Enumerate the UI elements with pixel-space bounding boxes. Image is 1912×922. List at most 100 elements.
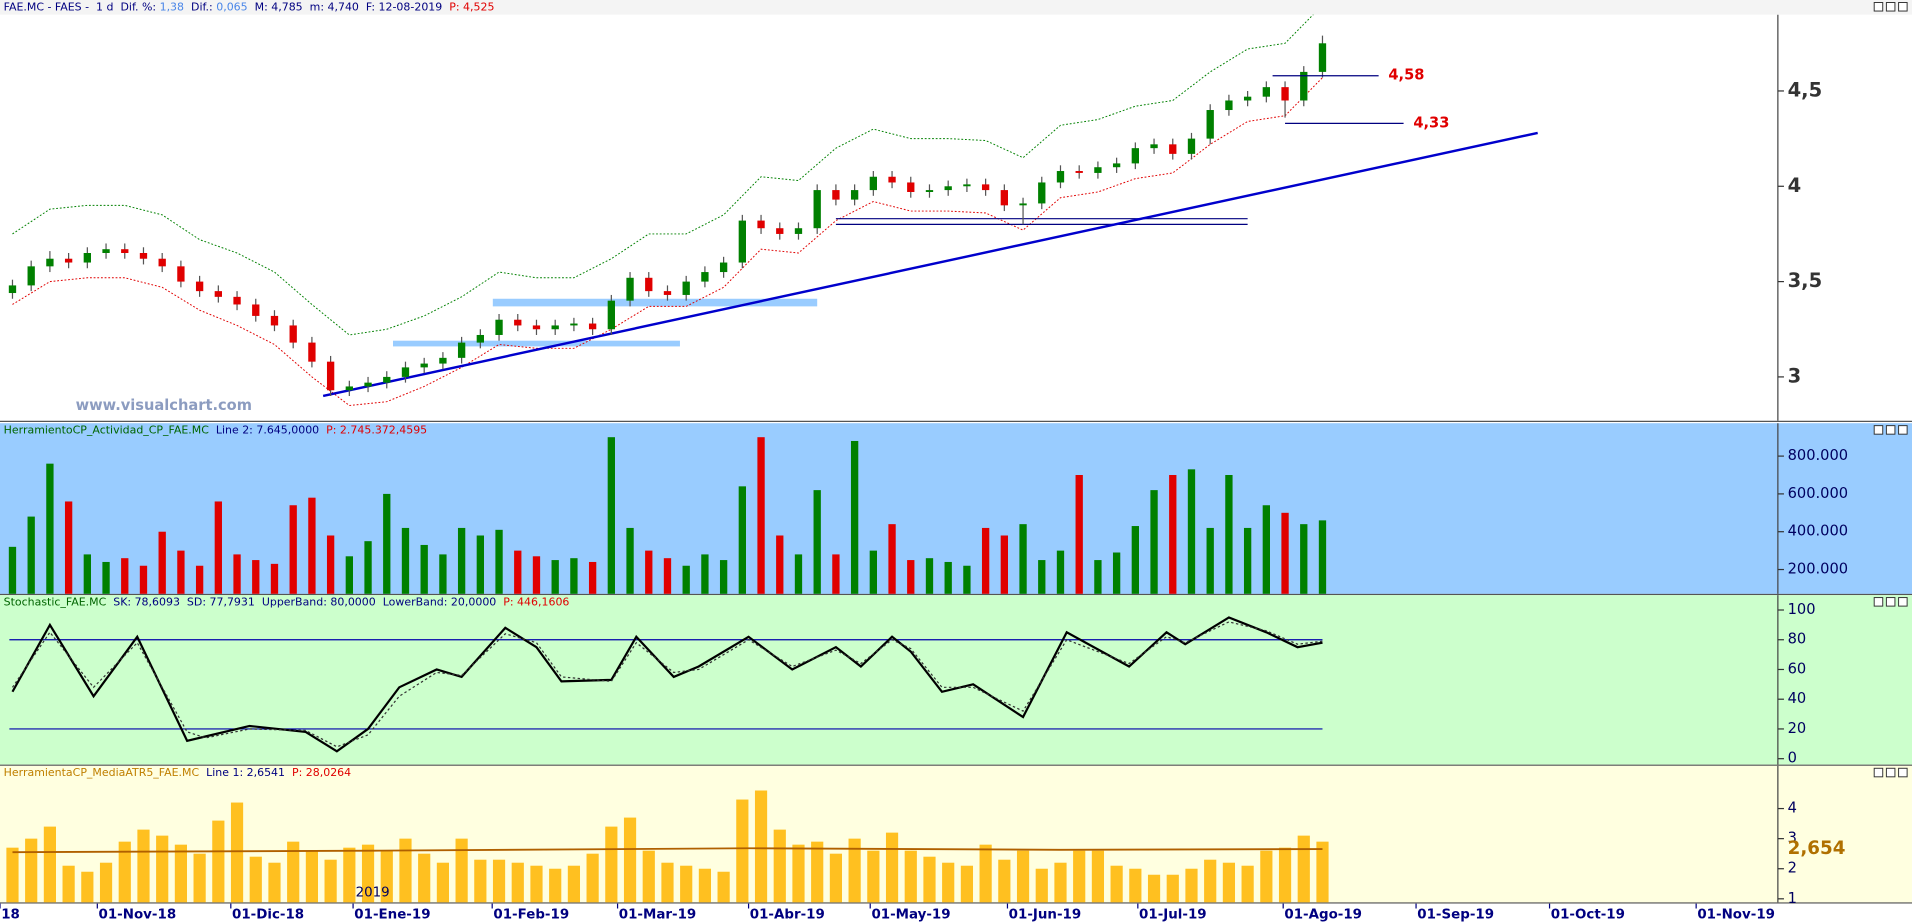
candle-body (8, 285, 17, 294)
y-tick-label: 4,5 (1788, 78, 1823, 101)
bar (757, 437, 765, 594)
bar (850, 440, 859, 594)
window-close-button[interactable] (1898, 767, 1908, 778)
bar (1073, 850, 1086, 903)
candle-body (813, 190, 821, 229)
candle-body (1300, 71, 1308, 101)
bar (326, 535, 335, 594)
candle-body (27, 266, 35, 286)
level-label: 4,58 (1388, 67, 1424, 84)
bar (1056, 550, 1065, 594)
bar (813, 490, 821, 594)
window-close-button[interactable] (1898, 425, 1908, 435)
bar (738, 486, 746, 594)
candle-body (794, 228, 803, 234)
candle-body (551, 325, 559, 330)
bar (8, 546, 17, 594)
window-close-button[interactable] (1898, 2, 1908, 12)
bar (682, 565, 690, 594)
candle-body (869, 176, 877, 191)
header-bar (0, 0, 1912, 15)
bar (252, 560, 260, 594)
candle-body (1243, 96, 1252, 101)
candle-body (383, 376, 391, 383)
x-tick-label: 01-May-19 (871, 908, 950, 922)
y-tick-label: 600.000 (1788, 485, 1848, 502)
window-min-button[interactable] (1873, 425, 1884, 435)
x-axis-background (0, 903, 1912, 922)
bar (1112, 552, 1121, 594)
bar (1075, 474, 1083, 594)
bar (963, 565, 971, 594)
candle-body (158, 258, 166, 267)
candle-body (1075, 171, 1083, 173)
window-min-button[interactable] (1873, 2, 1884, 12)
bar (944, 561, 952, 594)
bar (867, 850, 880, 903)
bar (25, 838, 38, 903)
bar (27, 516, 35, 594)
y-tick-label: 2 (1788, 860, 1797, 877)
bar (773, 829, 786, 903)
bar (981, 527, 990, 594)
window-close-button[interactable] (1898, 597, 1908, 607)
bar (1278, 847, 1292, 903)
envelope-line (12, 14, 1314, 336)
bar (195, 565, 204, 594)
bar (46, 463, 54, 594)
bar (1262, 505, 1270, 594)
window-max-button[interactable] (1885, 2, 1896, 12)
window-max-button[interactable] (1885, 597, 1896, 607)
bar (736, 799, 749, 903)
panel: 4,58 4,33 www.visualchart.com FAE.MC - FAES… (0, 0, 1912, 422)
window-max-button[interactable] (1885, 425, 1896, 435)
candle-body (645, 277, 653, 292)
zone (492, 298, 818, 307)
bar (308, 497, 316, 594)
candle-body (476, 334, 484, 343)
bar (62, 865, 75, 903)
bar (343, 847, 356, 903)
bar (904, 850, 917, 903)
bar (212, 820, 225, 903)
panel-header: HerramientaCP_MediaATR5_FAE.MC Line 1: 2… (4, 766, 352, 779)
window-min-button[interactable] (1873, 597, 1884, 607)
bar (233, 554, 241, 594)
candle-body (626, 277, 634, 301)
level-label: 4,33 (1413, 114, 1449, 131)
bar (1260, 850, 1273, 903)
bar (495, 529, 503, 594)
bar (214, 501, 222, 594)
bar (1147, 874, 1161, 903)
window-min-button[interactable] (1873, 767, 1884, 778)
bar (532, 556, 541, 594)
bar (514, 550, 522, 594)
bar (923, 856, 936, 903)
bar (717, 871, 730, 903)
window-max-button[interactable] (1885, 767, 1896, 778)
candle-body (46, 258, 54, 267)
candle-body (457, 342, 466, 358)
candle-body (850, 190, 859, 200)
candle-body (1094, 167, 1102, 173)
x-tick-label: 01-Mar-19 (619, 908, 696, 922)
candle-body (1169, 144, 1177, 154)
panel-header: Stochastic_FAE.MC SK: 78,6093 SD: 77,793… (4, 595, 570, 608)
x-tick-label: 01-Ago-19 (1284, 908, 1362, 922)
bar (942, 862, 955, 903)
header-text: P: 28,0264 (292, 766, 351, 779)
bar (399, 838, 412, 903)
bar (270, 563, 279, 594)
bar (193, 853, 206, 903)
candle-body (701, 272, 709, 282)
bar (287, 841, 300, 903)
y-tick-label: 1 (1788, 890, 1797, 907)
bar (177, 550, 185, 594)
bar (1000, 535, 1008, 594)
bar (960, 865, 974, 903)
x-tick-label: 01-Dic-18 (232, 908, 304, 922)
candle-body (121, 249, 129, 253)
bar (137, 829, 150, 903)
average-line (12, 847, 1323, 854)
